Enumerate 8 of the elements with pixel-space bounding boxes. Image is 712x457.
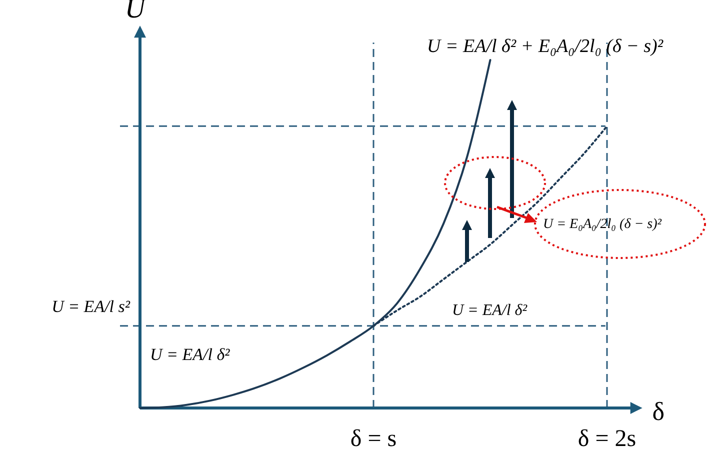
x-tick-label: δ = 2s [578,426,636,452]
annotation: U = E₀A₀/2l₀ (δ − s)² [543,217,662,232]
x-tick-label: δ = s [350,426,397,452]
annotation: U = EA/l δ² [452,302,528,319]
x-axis-title: δ [652,397,664,426]
annotation: U = EA/l δ² [150,345,231,364]
text: U = EA/l δ² + E₀A₀/2l₀ (δ − s)² [426,36,664,57]
ref-line-label: U = EA/l s² [52,296,131,316]
